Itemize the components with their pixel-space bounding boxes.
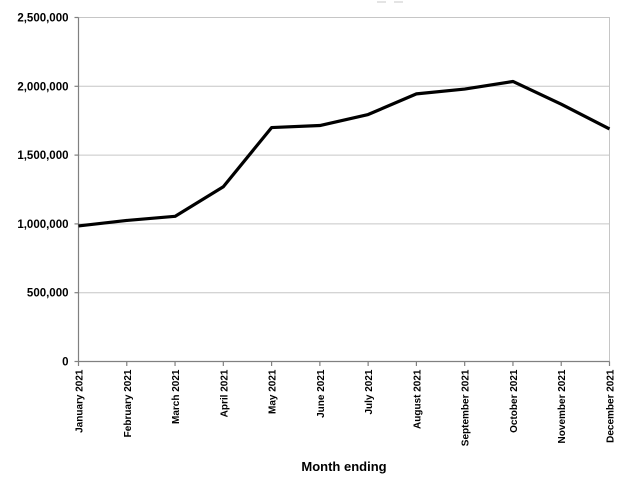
x-tick-label: February 2021: [123, 369, 134, 437]
x-tick-label: April 2021: [219, 369, 230, 417]
plot-border: [78, 17, 610, 362]
data-series-line: [78, 79, 611, 228]
x-tick-label: November 2021: [557, 369, 568, 443]
gridlines: [78, 17, 610, 294]
x-axis-labels: January 2021 February 2021 March 2021 April…: [75, 369, 617, 446]
y-axis-ticks: [74, 16, 79, 363]
x-tick-label: December 2021: [606, 369, 617, 443]
x-tick-label: January 2021: [75, 369, 86, 433]
y-axis-labels: 0 500,000 1,000,000 1,500,000 2,000,000 2,500…: [17, 13, 68, 369]
x-tick-label: March 2021: [171, 369, 182, 424]
y-tick-label: 1,000,000: [17, 219, 68, 231]
x-tick-label: October 2021: [509, 369, 520, 433]
y-tick-label: 0: [62, 357, 68, 369]
x-axis-title: Month ending: [301, 459, 386, 474]
x-tick-label: June 2021: [316, 369, 327, 418]
y-tick-label: 2,000,000: [17, 81, 68, 93]
y-tick-label: 500,000: [27, 288, 69, 300]
x-tick-label: September 2021: [461, 369, 472, 446]
y-tick-label: 2,500,000: [17, 13, 68, 25]
x-axis-ticks: [77, 361, 611, 366]
y-tick-label: 1,500,000: [17, 150, 68, 162]
x-tick-label: May 2021: [268, 369, 279, 414]
x-tick-label: July 2021: [364, 369, 375, 414]
x-tick-label: August 2021: [412, 369, 423, 429]
